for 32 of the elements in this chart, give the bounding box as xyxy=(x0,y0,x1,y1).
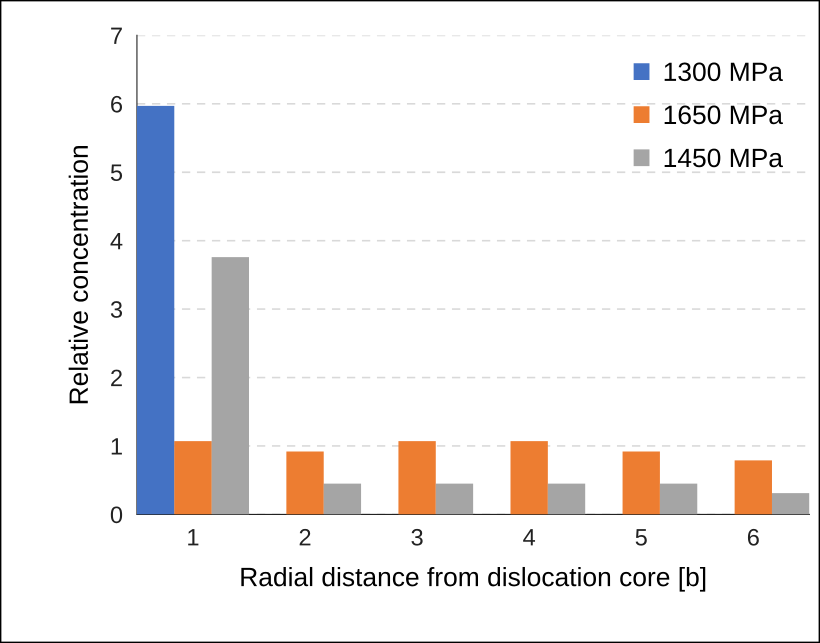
x-tick-label: 3 xyxy=(411,528,423,546)
y-tick-label: 7 xyxy=(111,28,122,44)
legend-label: 1650 MPa xyxy=(664,106,783,124)
x-tick-label: 1 xyxy=(188,529,198,546)
x-tick-label: 4 xyxy=(523,529,536,546)
y-tick-label: 6 xyxy=(111,96,122,113)
bar xyxy=(398,441,436,514)
y-tick-label: 4 xyxy=(110,232,122,250)
y-tick-label: 5 xyxy=(110,164,122,182)
x-tick-label: 6 xyxy=(748,528,759,546)
bar xyxy=(324,484,362,514)
legend-label: 1450 MPa xyxy=(664,148,783,168)
bar xyxy=(212,257,250,514)
bar xyxy=(436,484,474,514)
bar xyxy=(772,493,810,514)
x-tick-label: 2 xyxy=(300,528,310,546)
y-tick-label: 0 xyxy=(110,506,122,524)
y-tick-label: 2 xyxy=(111,370,122,386)
legend-label: 1300 MPa xyxy=(664,62,783,82)
bar xyxy=(286,451,324,514)
bar xyxy=(510,441,548,514)
bar xyxy=(548,484,586,514)
bar xyxy=(622,451,660,514)
bar xyxy=(136,106,174,514)
x-axis-title: Radial distance from dislocation core [b] xyxy=(241,566,706,592)
bar xyxy=(174,441,212,514)
bar xyxy=(660,484,698,514)
y-tick-label: 3 xyxy=(110,301,122,318)
y-axis-title: Relative concentration xyxy=(68,146,88,404)
x-tick-label: 5 xyxy=(636,529,647,546)
bar xyxy=(734,460,772,514)
y-tick-label: 1 xyxy=(112,438,122,455)
